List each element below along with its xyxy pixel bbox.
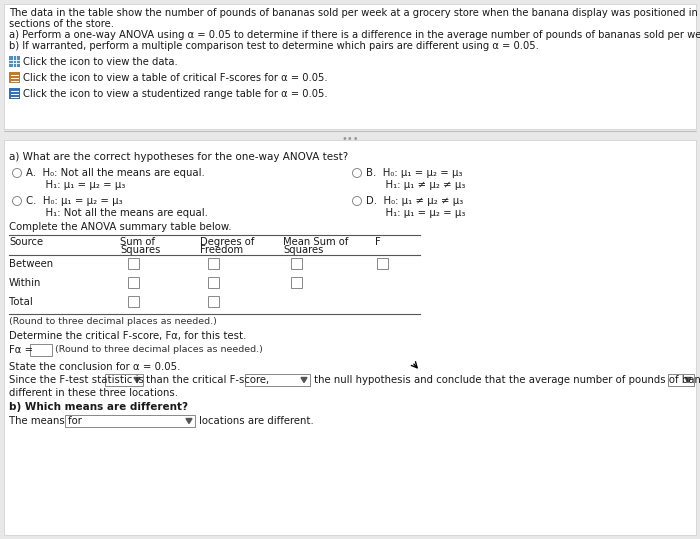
Bar (377, 258, 388, 269)
Text: State the conclusion for α = 0.05.: State the conclusion for α = 0.05. (9, 362, 181, 372)
Text: Mean Sum of: Mean Sum of (283, 237, 349, 247)
Text: than the critical F-score,: than the critical F-score, (146, 375, 269, 385)
Text: Freedom: Freedom (200, 245, 243, 255)
Text: Click the icon to view the data.: Click the icon to view the data. (23, 57, 178, 67)
Bar (208, 277, 219, 288)
Text: Within: Within (9, 278, 41, 288)
Polygon shape (134, 377, 140, 383)
Text: (Round to three decimal places as needed.): (Round to three decimal places as needed… (9, 317, 217, 326)
Bar (9, 88, 20, 99)
Text: (Round to three decimal places as needed.): (Round to three decimal places as needed… (55, 345, 263, 354)
Text: Sum of: Sum of (120, 237, 155, 247)
Bar (128, 258, 139, 269)
Bar (9, 56, 20, 67)
Text: The data in the table show the number of pounds of bananas sold per week at a gr: The data in the table show the number of… (9, 8, 700, 18)
Text: A.  H₀: Not all the means are equal.: A. H₀: Not all the means are equal. (26, 168, 204, 178)
Text: Complete the ANOVA summary table below.: Complete the ANOVA summary table below. (9, 222, 232, 232)
Circle shape (353, 197, 361, 205)
Text: C.  H₀: μ₁ = μ₂ = μ₃: C. H₀: μ₁ = μ₂ = μ₃ (26, 196, 122, 206)
Bar (128, 296, 139, 307)
Text: Source: Source (9, 237, 43, 247)
Text: a) What are the correct hypotheses for the one-way ANOVA test?: a) What are the correct hypotheses for t… (9, 152, 349, 162)
Bar (208, 296, 219, 307)
Text: b) Which means are different?: b) Which means are different? (9, 402, 188, 412)
Text: Fα =: Fα = (9, 345, 33, 355)
Bar (30, 344, 52, 356)
Bar (128, 277, 139, 288)
Text: Since the F-test statistic is: Since the F-test statistic is (9, 375, 144, 385)
Bar (105, 374, 143, 386)
Text: H₁: μ₁ = μ₂ = μ₃: H₁: μ₁ = μ₂ = μ₃ (366, 208, 466, 218)
Text: B.  H₀: μ₁ = μ₂ = μ₃: B. H₀: μ₁ = μ₂ = μ₃ (366, 168, 463, 178)
Text: Squares: Squares (120, 245, 160, 255)
Text: Squares: Squares (283, 245, 323, 255)
Bar (4, 4, 696, 129)
Text: H₁: μ₁ ≠ μ₂ ≠ μ₃: H₁: μ₁ ≠ μ₂ ≠ μ₃ (366, 180, 466, 190)
Text: The means for: The means for (9, 416, 82, 426)
Text: F: F (375, 237, 381, 247)
Text: Click the icon to view a studentized range table for α = 0.05.: Click the icon to view a studentized ran… (23, 89, 328, 99)
Bar (65, 415, 195, 427)
Text: different in these three locations.: different in these three locations. (9, 388, 178, 398)
Bar (291, 277, 302, 288)
Text: b) If warranted, perform a multiple comparison test to determine which pairs are: b) If warranted, perform a multiple comp… (9, 41, 539, 51)
Text: H₁: μ₁ = μ₂ = μ₃: H₁: μ₁ = μ₂ = μ₃ (26, 180, 125, 190)
Bar (9, 72, 20, 83)
Circle shape (13, 197, 22, 205)
Bar (668, 374, 694, 386)
Text: Between: Between (9, 259, 53, 269)
Polygon shape (186, 418, 192, 424)
Text: H₁: Not all the means are equal.: H₁: Not all the means are equal. (26, 208, 208, 218)
Text: Total: Total (9, 297, 33, 307)
Bar (4, 140, 696, 535)
Text: locations are different.: locations are different. (199, 416, 314, 426)
Text: the null hypothesis and conclude that the average number of pounds of bananas so: the null hypothesis and conclude that th… (314, 375, 700, 385)
Text: •••: ••• (341, 134, 359, 144)
Circle shape (13, 169, 22, 177)
Bar (208, 258, 219, 269)
Text: sections of the store.: sections of the store. (9, 19, 114, 29)
Text: a) Perform a one-way ANOVA using α = 0.05 to determine if there is a difference : a) Perform a one-way ANOVA using α = 0.0… (9, 30, 700, 40)
Polygon shape (301, 377, 307, 383)
Bar (245, 374, 310, 386)
Polygon shape (685, 377, 691, 383)
Circle shape (353, 169, 361, 177)
Text: Determine the critical F-score, Fα, for this test.: Determine the critical F-score, Fα, for … (9, 331, 246, 341)
Text: Click the icon to view a table of critical F-scores for α = 0.05.: Click the icon to view a table of critic… (23, 73, 328, 83)
Text: D.  H₀: μ₁ ≠ μ₂ ≠ μ₃: D. H₀: μ₁ ≠ μ₂ ≠ μ₃ (366, 196, 463, 206)
Bar (291, 258, 302, 269)
Text: Degrees of: Degrees of (200, 237, 254, 247)
